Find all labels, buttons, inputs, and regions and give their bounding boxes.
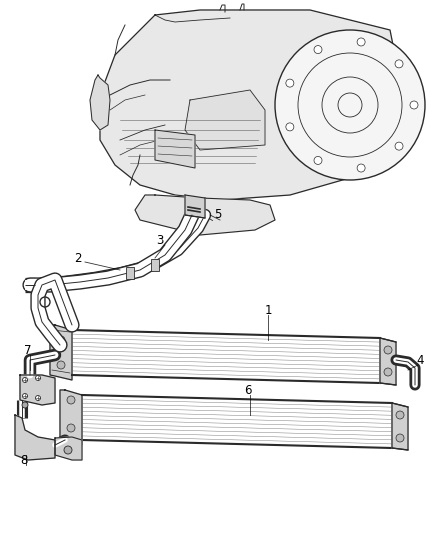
Circle shape — [384, 368, 392, 376]
Polygon shape — [60, 390, 82, 445]
Polygon shape — [155, 130, 195, 168]
Polygon shape — [185, 90, 265, 150]
Circle shape — [396, 434, 404, 442]
Polygon shape — [50, 325, 72, 380]
Circle shape — [314, 46, 322, 54]
Circle shape — [22, 393, 28, 399]
Circle shape — [395, 142, 403, 150]
Bar — [126, 267, 134, 279]
Circle shape — [275, 30, 425, 180]
Text: 8: 8 — [20, 454, 28, 466]
Text: 7: 7 — [24, 343, 32, 357]
Circle shape — [35, 395, 40, 400]
Polygon shape — [392, 403, 408, 450]
Text: 5: 5 — [214, 208, 222, 222]
Text: 6: 6 — [244, 384, 252, 397]
Circle shape — [22, 377, 28, 383]
Text: 1: 1 — [264, 303, 272, 317]
Polygon shape — [55, 437, 82, 460]
Circle shape — [286, 79, 294, 87]
Circle shape — [410, 101, 418, 109]
Polygon shape — [380, 338, 396, 385]
Circle shape — [67, 396, 75, 404]
Circle shape — [67, 424, 75, 432]
Circle shape — [22, 402, 28, 408]
Polygon shape — [20, 375, 55, 405]
Circle shape — [384, 346, 392, 354]
Circle shape — [35, 376, 40, 381]
Text: 2: 2 — [74, 252, 82, 264]
Polygon shape — [100, 10, 400, 200]
Polygon shape — [15, 415, 55, 460]
Bar — [151, 259, 159, 271]
Circle shape — [395, 60, 403, 68]
Circle shape — [357, 164, 365, 172]
Circle shape — [64, 446, 72, 454]
Circle shape — [57, 336, 65, 344]
Circle shape — [314, 156, 322, 164]
Polygon shape — [135, 195, 275, 235]
Polygon shape — [90, 75, 110, 130]
Text: 4: 4 — [416, 353, 424, 367]
Circle shape — [286, 123, 294, 131]
Circle shape — [57, 361, 65, 369]
Circle shape — [396, 411, 404, 419]
Circle shape — [357, 38, 365, 46]
Polygon shape — [185, 195, 205, 218]
Text: 3: 3 — [156, 233, 164, 246]
